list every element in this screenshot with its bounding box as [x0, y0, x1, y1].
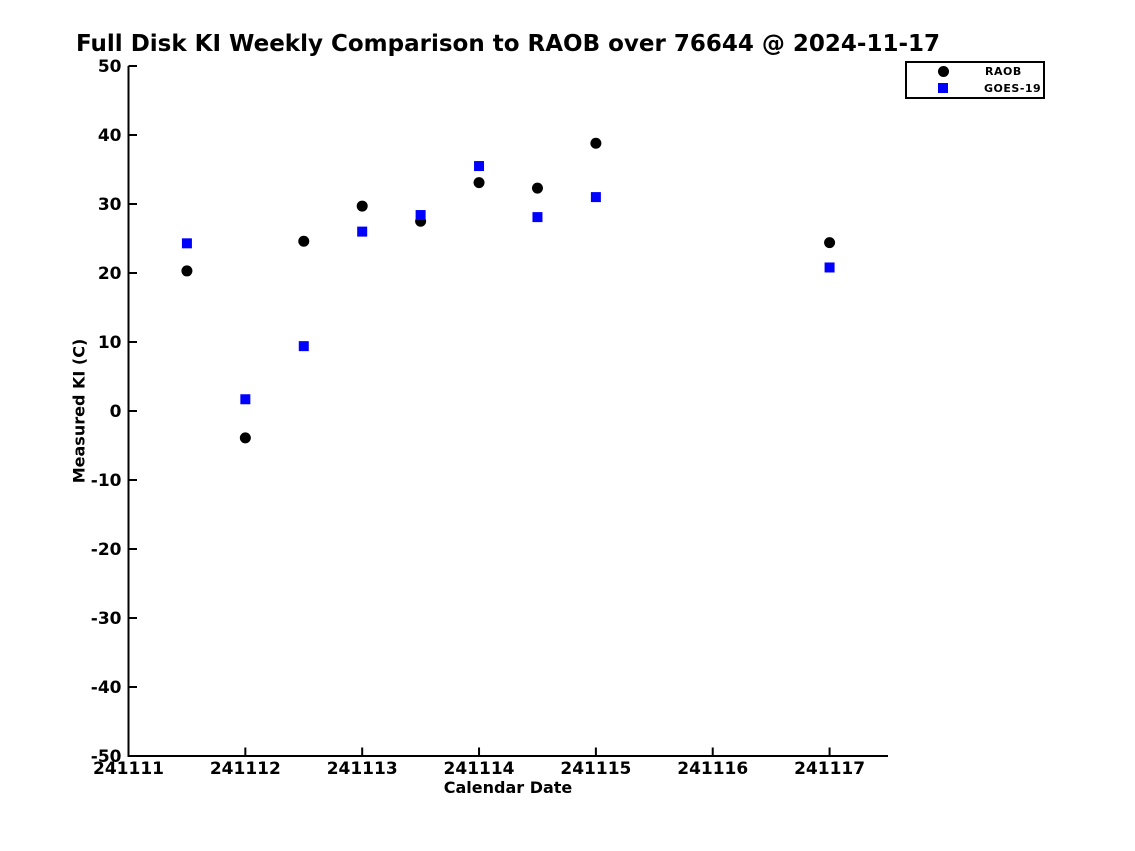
y-tick-label: -50 [91, 747, 122, 767]
x-tick-label: 241115 [560, 759, 631, 779]
data-point-goes-19 [240, 394, 251, 405]
data-point-raob [531, 182, 543, 194]
y-tick-label: -10 [91, 471, 122, 491]
data-point-raob [356, 200, 368, 212]
y-tick-label: -20 [91, 540, 122, 560]
data-point-raob [473, 177, 485, 189]
legend: RAOB GOES-19 [905, 61, 1045, 99]
legend-item-goes-19: GOES-19 [907, 80, 1043, 96]
data-point-raob [824, 237, 836, 249]
x-tick-label: 241117 [794, 759, 865, 779]
data-point-goes-19 [298, 341, 309, 352]
data-point-goes-19 [415, 210, 426, 221]
raob-circle-marker-icon [938, 66, 949, 78]
chart-title: Full Disk KI Weekly Comparison to RAOB o… [75, 31, 941, 57]
data-point-goes-19 [824, 262, 835, 273]
data-point-raob [239, 432, 251, 444]
x-tick-label: 241113 [327, 759, 398, 779]
data-point-goes-19 [532, 212, 543, 223]
y-tick-label: -40 [91, 678, 122, 698]
data-point-goes-19 [590, 192, 601, 203]
y-tick-label: 10 [98, 333, 122, 353]
data-point-goes-19 [474, 161, 485, 172]
y-tick-label: 40 [98, 126, 122, 146]
x-tick-label: 241116 [677, 759, 748, 779]
x-tick-label: 241112 [210, 759, 281, 779]
data-point-raob [181, 265, 193, 277]
legend-item-raob: RAOB [907, 64, 1043, 80]
y-axis-label: Measured KI (C) [69, 338, 89, 484]
x-axis-label: Calendar Date [443, 778, 573, 797]
data-point-goes-19 [357, 226, 368, 237]
x-tick-label: 241111 [93, 759, 164, 779]
data-point-raob [298, 235, 310, 247]
y-tick-label: -30 [91, 609, 122, 629]
legend-label-goes-19: GOES-19 [984, 81, 1042, 95]
legend-label-raob: RAOB [985, 65, 1022, 79]
data-point-raob [590, 137, 602, 149]
x-tick-label: 241114 [444, 759, 515, 779]
goes-19-square-marker-icon [938, 83, 948, 94]
y-tick-label: 20 [98, 264, 122, 284]
data-point-goes-19 [181, 238, 192, 249]
y-tick-label: 30 [98, 195, 122, 215]
y-tick-label: 50 [98, 57, 122, 77]
y-tick-label: 0 [110, 402, 122, 422]
